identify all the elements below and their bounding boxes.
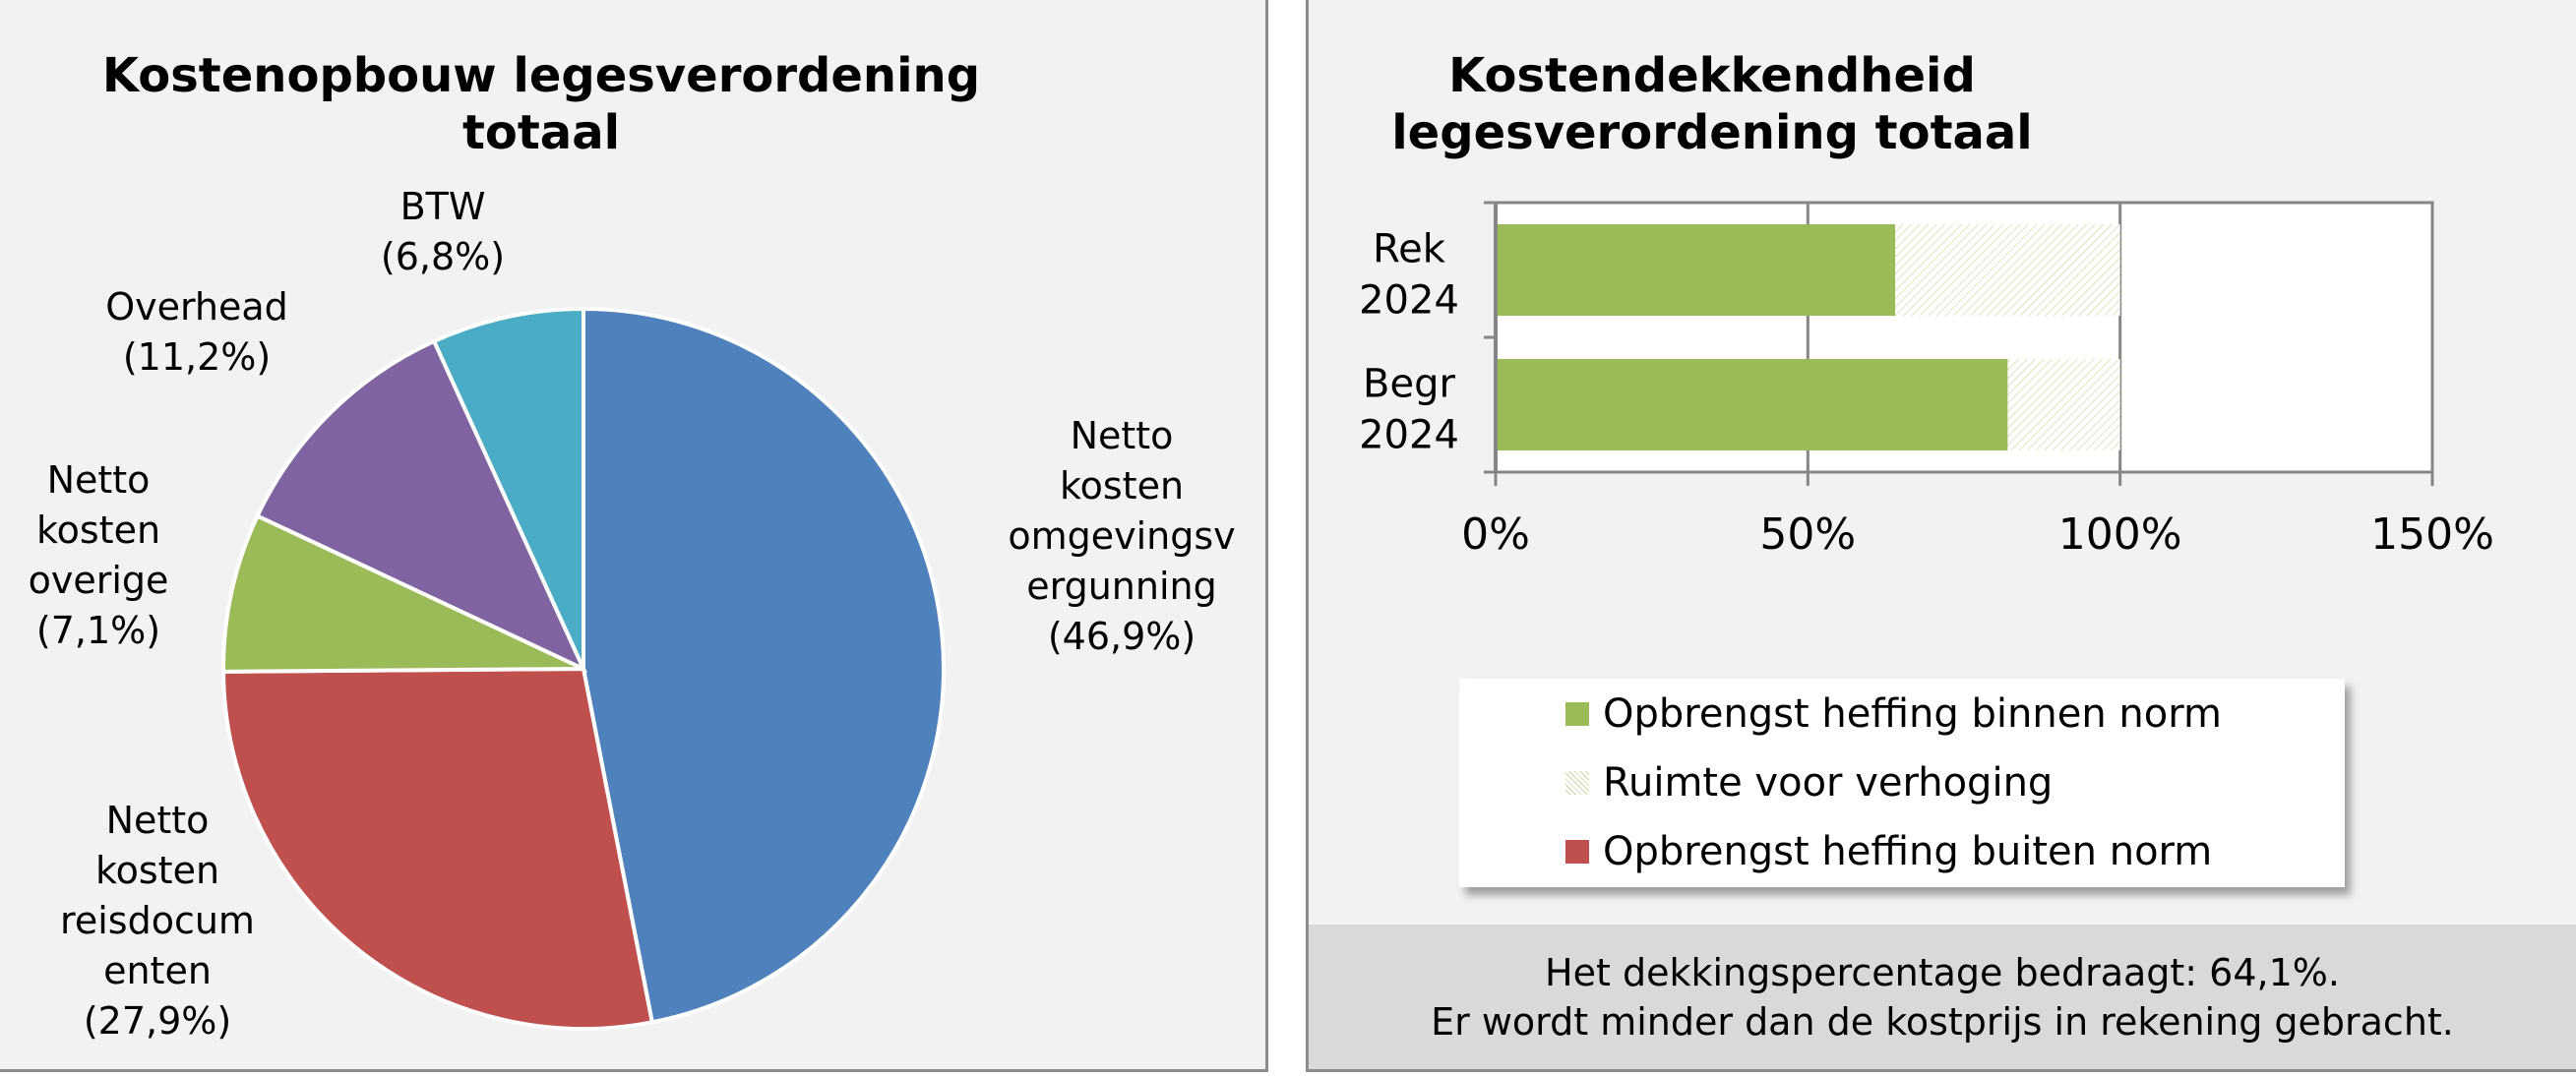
pie-slice-label: BTW (6,8%) xyxy=(381,185,505,278)
category-label: Begr 2024 xyxy=(1359,362,1459,458)
pie-slice xyxy=(582,306,947,1025)
x-tick-label: 50% xyxy=(1759,509,1856,560)
pie-slice-label: Netto kosten omgevingsv ergunning (46,9%) xyxy=(1008,414,1235,658)
x-tick-label: 150% xyxy=(2370,509,2494,560)
pie-chart: Netto kosten omgevingsv ergunning (46,9%) Net… xyxy=(29,185,1236,1043)
pie-slice xyxy=(221,512,584,674)
note-line2: Er wordt minder dan de kostprijs in reke… xyxy=(1431,1000,2454,1044)
legend-label: Opbrengst heffing buiten norm xyxy=(1603,829,2213,874)
pie-slice-label: Overhead (11,2%) xyxy=(105,285,288,379)
pie-slice xyxy=(220,666,655,1031)
legend-swatch-buiten-norm xyxy=(1565,840,1589,864)
category-label: Rek 2024 xyxy=(1359,227,1459,324)
pie-title-line1: Kostenopbouw legesverordening xyxy=(101,48,981,103)
pie-chart-title: Kostenopbouw legesverordening totaal xyxy=(0,47,1082,161)
pie-title-line2: totaal xyxy=(461,105,621,160)
x-tick-label: 100% xyxy=(2058,509,2182,560)
pie-slice-label: Netto kosten overige (7,1%) xyxy=(29,458,169,652)
legend-item-binnen-norm: Opbrengst heffing binnen norm xyxy=(1565,685,2222,744)
bar-segment xyxy=(2007,358,2120,451)
coverage-note: Het dekkingspercentage bedraagt: 64,1%. … xyxy=(1309,925,2576,1069)
coverage-panel: Kostendekkendheid legesverordening totaa… xyxy=(1306,0,2576,1072)
note-line1: Het dekkingspercentage bedraagt: 64,1%. xyxy=(1545,951,2340,994)
legend-label: Opbrengst heffing binnen norm xyxy=(1603,691,2222,737)
chart-legend: Opbrengst heffing binnen norm Ruimte voo… xyxy=(1459,679,2345,887)
legend-swatch-binnen-norm xyxy=(1565,702,1589,726)
bar-title-line2: legesverordening totaal xyxy=(1391,105,2033,160)
bar-segment xyxy=(1895,223,2120,317)
bar-segment xyxy=(1496,358,2008,451)
legend-item-buiten-norm: Opbrengst heffing buiten norm xyxy=(1565,822,2212,881)
bar-title-line1: Kostendekkendheid xyxy=(1448,48,1976,103)
pie-slice xyxy=(254,338,588,674)
bar-segment xyxy=(1496,223,1896,317)
legend-item-ruimte: Ruimte voor verhoging xyxy=(1565,753,2053,812)
legend-label: Ruimte voor verhoging xyxy=(1603,760,2054,806)
bar-chart-title: Kostendekkendheid legesverordening totaa… xyxy=(1309,47,2116,161)
cost-breakdown-panel: Kostenopbouw legesverordening totaal Net… xyxy=(0,0,1268,1072)
legend-swatch-ruimte xyxy=(1565,771,1589,795)
x-tick-label: 0% xyxy=(1461,509,1530,560)
pie-slice-label: Netto kosten reisdocum enten (27,9%) xyxy=(60,799,255,1043)
pie-slice xyxy=(431,306,585,670)
